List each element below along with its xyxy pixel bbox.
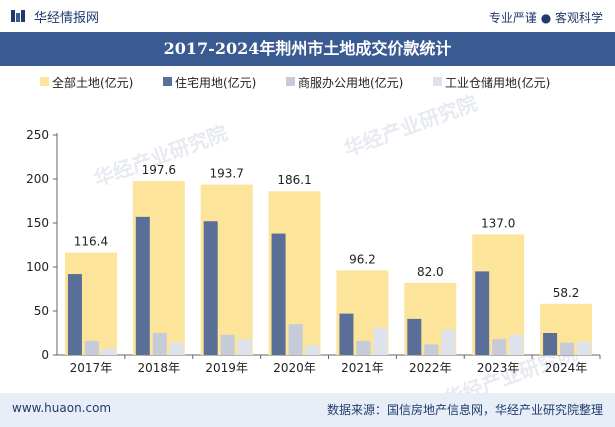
x-tick-label: 2017年	[70, 361, 113, 375]
logo-text: 华经情报网	[34, 11, 100, 26]
legend-item-residential: 住宅用地(亿元)	[163, 74, 256, 91]
x-tick-label: 2024年	[545, 361, 588, 375]
data-label-all-land: 197.6	[142, 163, 176, 177]
bar-commercial	[152, 333, 167, 355]
legend-swatch-industrial	[433, 77, 442, 86]
y-tick-label: 150	[26, 216, 49, 230]
legend-label-commercial: 商服办公用地(亿元)	[298, 76, 404, 90]
bar-commercial	[356, 340, 371, 355]
legend-swatch-residential	[163, 77, 172, 86]
bar-residential	[67, 274, 82, 355]
bar-residential	[203, 221, 218, 355]
legend-label-residential: 住宅用地(亿元)	[175, 76, 257, 90]
bar-residential	[271, 233, 286, 355]
bar-industrial	[509, 334, 524, 355]
slogan: 专业严谨 ● 客观科学	[488, 11, 603, 25]
bar-residential	[543, 333, 558, 355]
y-tick-label: 0	[41, 348, 49, 362]
bar-industrial	[373, 327, 388, 355]
title-band: 2017-2024年荆州市土地成交价款统计	[0, 32, 615, 66]
bar-residential	[407, 318, 422, 355]
bar-industrial	[305, 345, 320, 355]
bar-commercial	[220, 334, 235, 355]
chart-plot: 0 50 100 150 200 250 116.4 2017年 197.6 2018年 193.7…	[26, 128, 601, 375]
x-tick-label: 2022年	[409, 361, 452, 375]
bar-industrial	[237, 339, 252, 355]
legend-label-industrial: 工业仓储用地(亿元)	[445, 76, 551, 90]
bar-commercial	[84, 340, 99, 355]
legend-item-commercial: 商服办公用地(亿元)	[286, 74, 403, 91]
bar-industrial	[169, 342, 184, 355]
x-tick-label: 2019年	[205, 361, 248, 375]
footer: www.huaon.com 数据来源：国信房地产信息网，华经产业研究院整理	[0, 393, 615, 427]
x-tick-label: 2018年	[138, 361, 181, 375]
bar-commercial	[288, 324, 303, 355]
bar-commercial	[492, 339, 507, 355]
top-bar: 华经情报网 专业严谨 ● 客观科学	[0, 0, 615, 32]
legend: 全部土地(亿元) 住宅用地(亿元) 商服办公用地(亿元) 工业仓储用地(亿元)	[0, 72, 615, 92]
legend-item-industrial: 工业仓储用地(亿元)	[433, 74, 550, 91]
data-label-all-land: 96.2	[349, 252, 376, 266]
bar-industrial	[577, 341, 592, 355]
bar-residential	[475, 271, 490, 355]
x-tick-label: 2020年	[273, 361, 316, 375]
x-tick-label: 2021年	[341, 361, 384, 375]
legend-label-all: 全部土地(亿元)	[52, 76, 134, 90]
data-label-all-land: 116.4	[74, 235, 108, 249]
bar-commercial	[424, 344, 439, 355]
legend-swatch-commercial	[286, 77, 295, 86]
chart-title: 2017-2024年荆州市土地成交价款统计	[163, 39, 452, 58]
legend-swatch-all	[40, 77, 49, 86]
y-tick-label: 50	[34, 304, 49, 318]
bar-commercial	[560, 342, 575, 355]
bar-industrial	[441, 329, 456, 355]
bar-residential	[339, 313, 354, 355]
footer-website: www.huaon.com	[12, 401, 112, 415]
y-tick-label: 100	[26, 260, 49, 274]
logo-icon	[11, 10, 25, 22]
bar-residential	[135, 216, 150, 355]
y-tick-label: 200	[26, 172, 49, 186]
data-label-all-land: 193.7	[210, 167, 244, 181]
x-tick-label: 2023年	[477, 361, 520, 375]
bar-industrial	[101, 348, 116, 355]
data-label-all-land: 82.0	[417, 265, 444, 279]
data-label-all-land: 58.2	[553, 286, 580, 300]
data-label-all-land: 186.1	[277, 173, 311, 187]
footer-source: 数据来源：国信房地产信息网，华经产业研究院整理	[326, 403, 603, 417]
y-tick-label: 250	[26, 128, 49, 142]
legend-item-all: 全部土地(亿元)	[40, 74, 133, 91]
data-label-all-land: 137.0	[481, 216, 515, 230]
